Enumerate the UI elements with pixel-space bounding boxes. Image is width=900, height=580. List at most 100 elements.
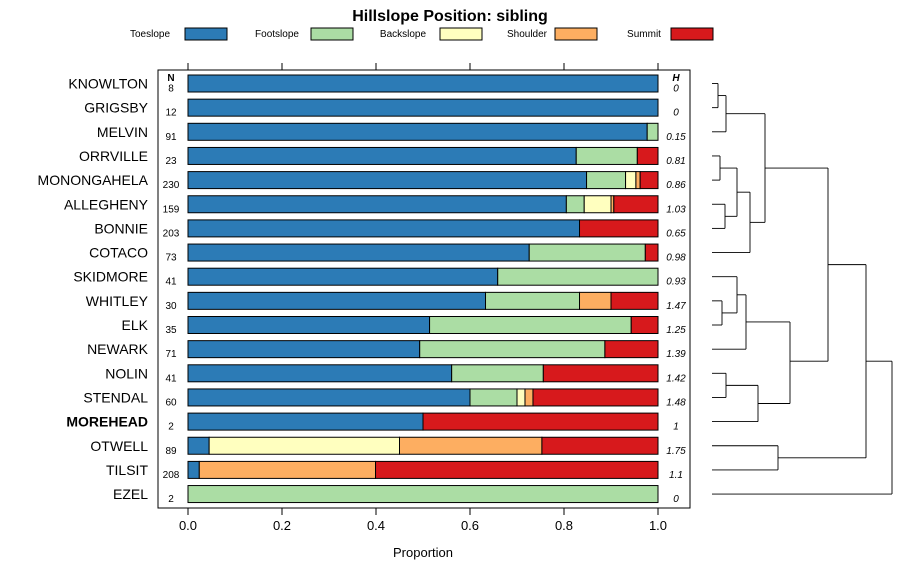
bar-segment-summit <box>636 146 659 165</box>
row-label: ALLEGHENY <box>64 196 149 212</box>
row-n-value: 30 <box>165 301 177 312</box>
row-n-value: 12 <box>165 108 177 119</box>
row-n-value: 159 <box>163 204 180 215</box>
x-tick-label: 0.2 <box>273 518 291 533</box>
row-h-value: 0.98 <box>666 253 686 264</box>
bar-segment-footslope <box>528 243 646 262</box>
row-tilsit: TILSIT 208 1.1 <box>106 460 683 481</box>
row-n-value: 23 <box>165 156 177 167</box>
row-n-value: 2 <box>168 422 174 433</box>
row-label: COTACO <box>89 245 148 261</box>
row-n-value: 41 <box>165 373 177 384</box>
row-h-value: 1.75 <box>666 446 686 457</box>
row-melvin: MELVIN 91 0.15 <box>97 122 686 143</box>
bar-segment-summit <box>639 171 659 190</box>
row-n-value: 230 <box>163 180 180 191</box>
row-label: NOLIN <box>105 365 148 381</box>
row-knowlton: KNOWLTON 8 0 <box>68 74 679 95</box>
bar-segment-footslope <box>187 485 659 504</box>
bar-segment-footslope <box>485 291 581 310</box>
bar-segment-toeslope <box>187 340 421 359</box>
bar-segment-toeslope <box>187 243 530 262</box>
x-tick-label: 0.6 <box>461 518 479 533</box>
row-bonnie: BONNIE 203 0.65 <box>94 219 686 239</box>
row-label: MONONGAHELA <box>38 172 149 188</box>
legend-label-shoulder: Shoulder <box>507 29 548 40</box>
row-h-value: 1 <box>673 422 679 433</box>
bar-segment-toeslope <box>187 98 659 117</box>
legend-swatch-backslope <box>439 27 483 41</box>
legend-label-summit: Summit <box>627 29 661 40</box>
row-label: ELK <box>122 317 149 333</box>
row-h-value: 1.25 <box>666 325 686 336</box>
bar-segment-footslope <box>497 267 659 286</box>
bar-segment-toeslope <box>187 74 659 93</box>
row-h-value: 0 <box>673 108 679 119</box>
row-h-value: 1.47 <box>666 301 686 312</box>
row-n-value: 60 <box>165 397 177 408</box>
x-axis: 0.0 0.2 0.4 0.6 0.8 1.0 <box>179 63 667 533</box>
legend: Toeslope Footslope Backslope Shoulder Summit <box>130 27 714 41</box>
bar-segment-toeslope <box>187 316 431 334</box>
bar-segment-toeslope <box>187 412 424 431</box>
bar-segment-summit <box>630 316 659 334</box>
row-label: GRIGSBY <box>84 100 148 116</box>
bar-segment-summit <box>613 195 659 214</box>
bar-segment-shoulder <box>635 171 641 190</box>
row-n-value: 91 <box>165 132 177 143</box>
row-h-value: 0.15 <box>666 132 686 143</box>
row-h-value: 1.03 <box>666 204 686 215</box>
n-column-header: N <box>167 73 174 84</box>
row-label: OTWELL <box>90 438 148 454</box>
row-h-value: 0 <box>673 494 679 505</box>
bar-segment-backslope <box>583 195 612 214</box>
dendrogram <box>712 83 893 495</box>
bar-segment-summit <box>375 460 659 479</box>
bar-segment-toeslope <box>187 146 577 165</box>
row-label: TILSIT <box>106 462 148 478</box>
row-n-value: 41 <box>165 277 177 288</box>
row-otwell: OTWELL 89 1.75 <box>90 436 686 457</box>
row-n-value: 2 <box>168 494 174 505</box>
bar-segment-toeslope <box>187 460 200 479</box>
bar-segment-backslope <box>208 436 400 455</box>
bar-segment-summit <box>422 412 659 431</box>
bar-segment-footslope <box>575 146 638 165</box>
bar-segment-toeslope <box>187 171 588 190</box>
row-n-value: 35 <box>165 325 177 336</box>
legend-label-backslope: Backslope <box>380 29 427 40</box>
row-grigsby: GRIGSBY 12 0 <box>84 98 679 119</box>
row-label: MELVIN <box>97 124 148 140</box>
row-newark: NEWARK 71 1.39 <box>87 340 686 360</box>
plot-frame <box>157 69 691 509</box>
row-n-value: 73 <box>165 253 177 264</box>
row-n-value: 89 <box>165 446 177 457</box>
bar-segment-summit <box>644 243 659 262</box>
row-n-value: 203 <box>163 228 180 239</box>
row-n-value: 71 <box>165 349 177 360</box>
legend-swatch-shoulder <box>554 27 598 41</box>
bar-segment-footslope <box>565 195 585 214</box>
x-tick-label: 0.4 <box>367 518 385 533</box>
row-label: EZEL <box>113 486 148 502</box>
row-h-value: 1.42 <box>666 373 686 384</box>
row-label: SKIDMORE <box>73 269 148 285</box>
bar-segment-backslope <box>625 171 637 190</box>
row-elk: ELK 35 1.25 <box>122 316 686 336</box>
bar-segment-summit <box>604 340 659 359</box>
row-label: NEWARK <box>87 341 149 357</box>
bar-segment-footslope <box>429 316 632 334</box>
bar-segment-shoulder <box>524 388 534 407</box>
legend-label-footslope: Footslope <box>255 29 299 40</box>
row-h-value: 1.39 <box>666 349 686 360</box>
row-h-value: 1.1 <box>669 470 683 481</box>
row-monongahela: MONONGAHELA 230 0.86 <box>38 171 686 191</box>
h-column-header: H <box>672 73 680 84</box>
row-h-value: 0.65 <box>666 228 686 239</box>
row-ezel: EZEL 2 0 <box>113 485 679 505</box>
bar-segment-toeslope <box>187 267 499 286</box>
bar-segment-toeslope <box>187 122 648 141</box>
row-label: BONNIE <box>94 220 148 236</box>
bar-segment-summit <box>541 436 659 455</box>
